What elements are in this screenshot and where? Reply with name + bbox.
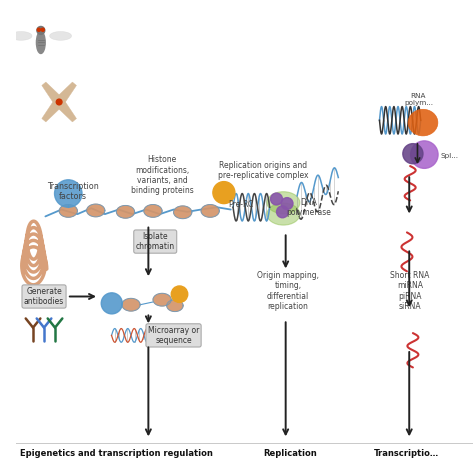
Circle shape bbox=[403, 144, 423, 164]
Ellipse shape bbox=[36, 31, 45, 54]
Ellipse shape bbox=[267, 203, 300, 225]
Text: DNA
polymerase: DNA polymerase bbox=[286, 198, 331, 217]
Circle shape bbox=[55, 180, 82, 207]
Ellipse shape bbox=[122, 298, 140, 311]
Text: Transcriptio…: Transcriptio… bbox=[374, 448, 439, 457]
Text: Replication origins and
pre-replicative complex: Replication origins and pre-replicative … bbox=[218, 161, 308, 180]
Ellipse shape bbox=[144, 204, 162, 217]
Circle shape bbox=[37, 27, 45, 35]
Text: Short RNA
miRNA
piRNA
siRNA: Short RNA miRNA piRNA siRNA bbox=[391, 271, 430, 311]
Ellipse shape bbox=[173, 206, 192, 219]
Circle shape bbox=[276, 206, 288, 218]
Circle shape bbox=[271, 193, 283, 205]
Circle shape bbox=[37, 28, 40, 31]
Polygon shape bbox=[42, 99, 63, 122]
Ellipse shape bbox=[116, 205, 135, 218]
Circle shape bbox=[213, 182, 235, 204]
Text: Replication: Replication bbox=[264, 448, 317, 457]
Text: Histone
modifications,
variants, and
binding proteins: Histone modifications, variants, and bin… bbox=[131, 155, 193, 195]
Circle shape bbox=[56, 99, 62, 105]
Circle shape bbox=[171, 286, 188, 302]
Ellipse shape bbox=[267, 191, 300, 214]
Circle shape bbox=[101, 293, 122, 314]
Text: Microarray or
sequence: Microarray or sequence bbox=[148, 326, 199, 345]
Polygon shape bbox=[42, 82, 63, 105]
Text: Pre-RC: Pre-RC bbox=[228, 201, 254, 210]
Polygon shape bbox=[55, 99, 76, 122]
Ellipse shape bbox=[59, 204, 77, 217]
Ellipse shape bbox=[167, 300, 183, 311]
Polygon shape bbox=[55, 82, 76, 105]
Ellipse shape bbox=[201, 204, 219, 217]
Text: Spl...: Spl... bbox=[440, 153, 458, 159]
Circle shape bbox=[41, 28, 45, 31]
Text: Isolate
chromatin: Isolate chromatin bbox=[136, 232, 175, 251]
Text: Generate
antibodies: Generate antibodies bbox=[24, 287, 64, 306]
Ellipse shape bbox=[153, 293, 171, 306]
Ellipse shape bbox=[408, 109, 438, 136]
Text: RNA
polym...: RNA polym... bbox=[404, 93, 433, 106]
Ellipse shape bbox=[87, 204, 105, 217]
Text: Origin mapping,
timing,
differential
replication: Origin mapping, timing, differential rep… bbox=[257, 271, 319, 311]
Circle shape bbox=[281, 198, 293, 210]
Polygon shape bbox=[10, 31, 32, 40]
Polygon shape bbox=[50, 31, 72, 40]
Text: Transcription
factors: Transcription factors bbox=[47, 182, 99, 201]
Circle shape bbox=[410, 141, 438, 168]
Text: Epigenetics and transcription regulation: Epigenetics and transcription regulation bbox=[20, 448, 213, 457]
